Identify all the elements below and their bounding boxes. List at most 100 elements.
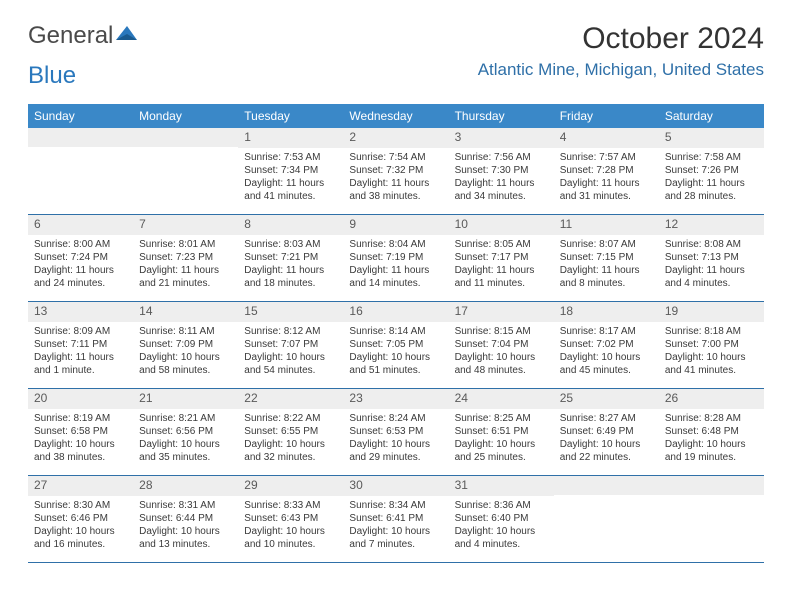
sunrise-text: Sunrise: 8:19 AM <box>34 412 127 425</box>
day-details: Sunrise: 7:57 AMSunset: 7:28 PMDaylight:… <box>554 148 659 208</box>
logo-text-gray: General <box>28 22 113 50</box>
daylight-text: Daylight: 10 hours and 25 minutes. <box>455 438 548 464</box>
sunrise-text: Sunrise: 7:57 AM <box>560 151 653 164</box>
daylight-text: Daylight: 11 hours and 34 minutes. <box>455 177 548 203</box>
day-details: Sunrise: 8:22 AMSunset: 6:55 PMDaylight:… <box>238 409 343 469</box>
sunrise-text: Sunrise: 8:27 AM <box>560 412 653 425</box>
week-row: 20 Sunrise: 8:19 AMSunset: 6:58 PM Dayligh… <box>28 389 764 476</box>
day-cell: 4Sunrise: 7:57 AMSunset: 7:28 PMDaylight… <box>554 128 659 214</box>
day-cell: 20Sunrise: 8:19 AMSunset: 6:58 PMDayligh… <box>28 389 133 475</box>
day-details: Sunrise: 8:24 AMSunset: 6:53 PMDaylight:… <box>343 409 448 469</box>
daylight-text: Daylight: 10 hours and 54 minutes. <box>244 351 337 377</box>
daylight-text: Daylight: 10 hours and 29 minutes. <box>349 438 442 464</box>
day-details <box>554 495 659 503</box>
day-cell: 16Sunrise: 8:14 AMSunset: 7:05 PMDayligh… <box>343 302 448 388</box>
day-cell: 29Sunrise: 8:33 AMSunset: 6:43 PMDayligh… <box>238 476 343 562</box>
day-details: Sunrise: 8:25 AMSunset: 6:51 PMDaylight:… <box>449 409 554 469</box>
daylight-text: Daylight: 10 hours and 7 minutes. <box>349 525 442 551</box>
day-number: 22 <box>238 389 343 409</box>
day-details: Sunrise: 8:27 AMSunset: 6:49 PMDaylight:… <box>554 409 659 469</box>
daylight-text: Daylight: 11 hours and 8 minutes. <box>560 264 653 290</box>
sunset-text: Sunset: 7:02 PM <box>560 338 653 351</box>
day-number: 26 <box>659 389 764 409</box>
day-details: Sunrise: 8:05 AMSunset: 7:17 PMDaylight:… <box>449 235 554 295</box>
day-cell <box>133 128 238 214</box>
day-number: 15 <box>238 302 343 322</box>
day-details: Sunrise: 7:53 AMSunset: 7:34 PMDaylight:… <box>238 148 343 208</box>
day-details: Sunrise: 8:15 AMSunset: 7:04 PMDaylight:… <box>449 322 554 382</box>
day-number: 31 <box>449 476 554 496</box>
sunrise-text: Sunrise: 8:07 AM <box>560 238 653 251</box>
week-row: 1Sunrise: 7:53 AMSunset: 7:34 PMDaylight… <box>28 128 764 215</box>
sunset-text: Sunset: 7:05 PM <box>349 338 442 351</box>
day-cell: 9Sunrise: 8:04 AMSunset: 7:19 PMDaylight… <box>343 215 448 301</box>
day-details: Sunrise: 8:28 AMSunset: 6:48 PMDaylight:… <box>659 409 764 469</box>
day-number: 25 <box>554 389 659 409</box>
sunset-text: Sunset: 7:23 PM <box>139 251 232 264</box>
day-cell: 8Sunrise: 8:03 AMSunset: 7:21 PMDaylight… <box>238 215 343 301</box>
day-number: 2 <box>343 128 448 148</box>
day-details: Sunrise: 8:14 AMSunset: 7:05 PMDaylight:… <box>343 322 448 382</box>
day-cell <box>28 128 133 214</box>
sunset-text: Sunset: 7:26 PM <box>665 164 758 177</box>
sunrise-text: Sunrise: 8:28 AM <box>665 412 758 425</box>
day-number: 28 <box>133 476 238 496</box>
day-number: 9 <box>343 215 448 235</box>
day-details: Sunrise: 8:34 AMSunset: 6:41 PMDaylight:… <box>343 496 448 556</box>
day-number: 4 <box>554 128 659 148</box>
day-number: 20 <box>28 389 133 409</box>
day-details: Sunrise: 7:58 AMSunset: 7:26 PMDaylight:… <box>659 148 764 208</box>
sunrise-text: Sunrise: 8:25 AM <box>455 412 548 425</box>
week-row: 6Sunrise: 8:00 AMSunset: 7:24 PMDaylight… <box>28 215 764 302</box>
sunset-text: Sunset: 7:19 PM <box>349 251 442 264</box>
day-header: Friday <box>554 104 659 128</box>
day-header: Thursday <box>449 104 554 128</box>
day-details: Sunrise: 8:00 AMSunset: 7:24 PMDaylight:… <box>28 235 133 295</box>
day-details: Sunrise: 7:56 AMSunset: 7:30 PMDaylight:… <box>449 148 554 208</box>
sunrise-text: Sunrise: 8:24 AM <box>349 412 442 425</box>
daylight-text: Daylight: 10 hours and 4 minutes. <box>455 525 548 551</box>
sunset-text: Sunset: 6:58 PM <box>34 425 127 438</box>
sunset-text: Sunset: 7:04 PM <box>455 338 548 351</box>
day-number: 10 <box>449 215 554 235</box>
day-cell: 11Sunrise: 8:07 AMSunset: 7:15 PMDayligh… <box>554 215 659 301</box>
location: Atlantic Mine, Michigan, United States <box>478 60 764 80</box>
day-number: 23 <box>343 389 448 409</box>
sunset-text: Sunset: 7:11 PM <box>34 338 127 351</box>
day-number <box>28 128 133 147</box>
sunrise-text: Sunrise: 8:12 AM <box>244 325 337 338</box>
sunset-text: Sunset: 6:40 PM <box>455 512 548 525</box>
daylight-text: Daylight: 10 hours and 19 minutes. <box>665 438 758 464</box>
day-cell: 19Sunrise: 8:18 AMSunset: 7:00 PMDayligh… <box>659 302 764 388</box>
day-cell: 17Sunrise: 8:15 AMSunset: 7:04 PMDayligh… <box>449 302 554 388</box>
day-number: 11 <box>554 215 659 235</box>
daylight-text: Daylight: 10 hours and 22 minutes. <box>560 438 653 464</box>
day-header: Monday <box>133 104 238 128</box>
day-details: Sunrise: 8:12 AMSunset: 7:07 PMDaylight:… <box>238 322 343 382</box>
day-cell: 15Sunrise: 8:12 AMSunset: 7:07 PMDayligh… <box>238 302 343 388</box>
day-details: Sunrise: 8:08 AMSunset: 7:13 PMDaylight:… <box>659 235 764 295</box>
day-cell: 13Sunrise: 8:09 AMSunset: 7:11 PMDayligh… <box>28 302 133 388</box>
sunset-text: Sunset: 6:46 PM <box>34 512 127 525</box>
daylight-text: Daylight: 10 hours and 16 minutes. <box>34 525 127 551</box>
sunset-text: Sunset: 7:24 PM <box>34 251 127 264</box>
day-number <box>133 128 238 147</box>
day-cell: 12Sunrise: 8:08 AMSunset: 7:13 PMDayligh… <box>659 215 764 301</box>
day-cell: 3Sunrise: 7:56 AMSunset: 7:30 PMDaylight… <box>449 128 554 214</box>
day-number: 12 <box>659 215 764 235</box>
day-number: 30 <box>343 476 448 496</box>
day-cell: 6Sunrise: 8:00 AMSunset: 7:24 PMDaylight… <box>28 215 133 301</box>
day-details: Sunrise: 8:04 AMSunset: 7:19 PMDaylight:… <box>343 235 448 295</box>
day-details: Sunrise: 8:09 AMSunset: 7:11 PMDaylight:… <box>28 322 133 382</box>
daylight-text: Daylight: 10 hours and 41 minutes. <box>665 351 758 377</box>
day-number: 14 <box>133 302 238 322</box>
sunset-text: Sunset: 7:09 PM <box>139 338 232 351</box>
day-cell: 30Sunrise: 8:34 AMSunset: 6:41 PMDayligh… <box>343 476 448 562</box>
day-details <box>659 495 764 503</box>
sunrise-text: Sunrise: 8:03 AM <box>244 238 337 251</box>
day-details: Sunrise: 8:01 AMSunset: 7:23 PMDaylight:… <box>133 235 238 295</box>
sunset-text: Sunset: 7:30 PM <box>455 164 548 177</box>
day-cell: 2Sunrise: 7:54 AMSunset: 7:32 PMDaylight… <box>343 128 448 214</box>
day-cell: 26Sunrise: 8:28 AMSunset: 6:48 PMDayligh… <box>659 389 764 475</box>
day-details <box>28 147 133 155</box>
